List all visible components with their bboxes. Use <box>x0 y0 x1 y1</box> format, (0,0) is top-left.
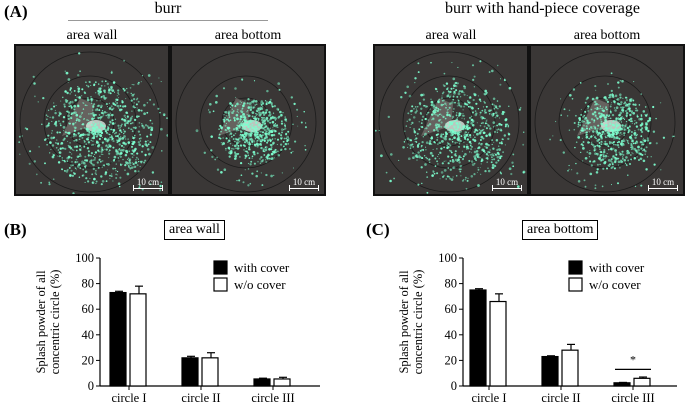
significance-marker: * <box>630 352 636 366</box>
photo-caption: area wall <box>66 28 118 43</box>
legend-label: w/o cover <box>589 277 641 292</box>
y-tick-label: 100 <box>438 251 457 265</box>
group-title-burr-coverage: burr with hand-piece coverage <box>444 0 640 17</box>
photo-caption: area bottom <box>214 28 282 43</box>
scale-bar-label: 10 cm <box>136 177 160 187</box>
y-tick-label: 20 <box>445 353 458 367</box>
scale-bar-label: 10 cm <box>495 177 519 187</box>
y-tick-label: 100 <box>75 251 94 265</box>
group-divider-burr <box>68 20 268 21</box>
scale-bar: 10 cm <box>289 177 319 191</box>
legend-swatch <box>213 277 228 292</box>
y-tick-label: 80 <box>82 277 95 291</box>
y-axis-label: Splash powder of allconcentric circle (%… <box>397 270 425 375</box>
legend-swatch <box>213 260 228 275</box>
bar <box>201 357 219 387</box>
group-title-burr: burr <box>154 0 182 17</box>
bar <box>613 382 631 387</box>
bar <box>541 355 559 387</box>
y-tick-label: 0 <box>451 379 457 393</box>
y-tick-label: 60 <box>82 302 95 316</box>
splash-pattern <box>172 46 324 194</box>
chart-title-area-wall: area wall <box>164 220 225 240</box>
x-tick-label: circle III <box>611 391 654 404</box>
splash-pattern <box>375 46 527 194</box>
y-tick-label: 20 <box>82 353 95 367</box>
x-tick-label: circle I <box>471 391 506 404</box>
bar-chart-area-wall: Splash powder of allconcentric circle (%… <box>34 251 320 404</box>
bar <box>181 357 199 387</box>
panel-label-c: (C) <box>366 220 390 239</box>
y-tick-label: 80 <box>445 277 458 291</box>
scale-bar: 10 cm <box>133 177 163 191</box>
y-tick-label: 60 <box>445 302 458 316</box>
scale-bar-label: 10 cm <box>292 177 316 187</box>
bar <box>273 378 291 387</box>
legend-label: with cover <box>589 260 645 275</box>
panel-label-b: (B) <box>4 220 27 239</box>
scale-bar: 10 cm <box>648 177 678 191</box>
bar <box>109 291 127 387</box>
bar <box>253 378 271 387</box>
splash-photo-coverage-bottom: 10 cm <box>529 44 685 196</box>
legend-swatch <box>568 277 583 292</box>
legend-swatch <box>568 260 583 275</box>
splash-photo-burr-bottom: 10 cm <box>170 44 326 196</box>
y-tick-label: 0 <box>88 379 94 393</box>
bar <box>129 293 147 387</box>
splash-pattern <box>16 46 168 194</box>
y-tick-label: 40 <box>82 328 95 342</box>
x-tick-label: circle I <box>111 391 146 404</box>
scale-bar: 10 cm <box>492 177 522 191</box>
y-tick-label: 40 <box>445 328 458 342</box>
photo-caption: area bottom <box>573 28 641 43</box>
x-tick-label: circle II <box>181 391 220 404</box>
legend-label: with cover <box>234 260 290 275</box>
bar <box>489 300 507 387</box>
scale-bar-label: 10 cm <box>651 177 675 187</box>
panel-label-a: (A) <box>4 2 28 21</box>
x-tick-label: circle III <box>251 391 294 404</box>
y-axis-label: Splash powder of allconcentric circle (%… <box>34 270 62 375</box>
legend-label: w/o cover <box>234 277 286 292</box>
bar <box>633 377 651 387</box>
chart-title-area-bottom: area bottom <box>522 220 599 240</box>
splash-photo-burr-wall: 10 cm <box>14 44 170 196</box>
bar <box>469 289 487 387</box>
bar <box>561 349 579 387</box>
splash-photo-coverage-wall: 10 cm <box>373 44 529 196</box>
splash-pattern <box>531 46 683 194</box>
x-tick-label: circle II <box>541 391 580 404</box>
photo-caption: area wall <box>425 28 477 43</box>
bar-chart-area-bottom: Splash powder of allconcentric circle (%… <box>397 251 677 404</box>
